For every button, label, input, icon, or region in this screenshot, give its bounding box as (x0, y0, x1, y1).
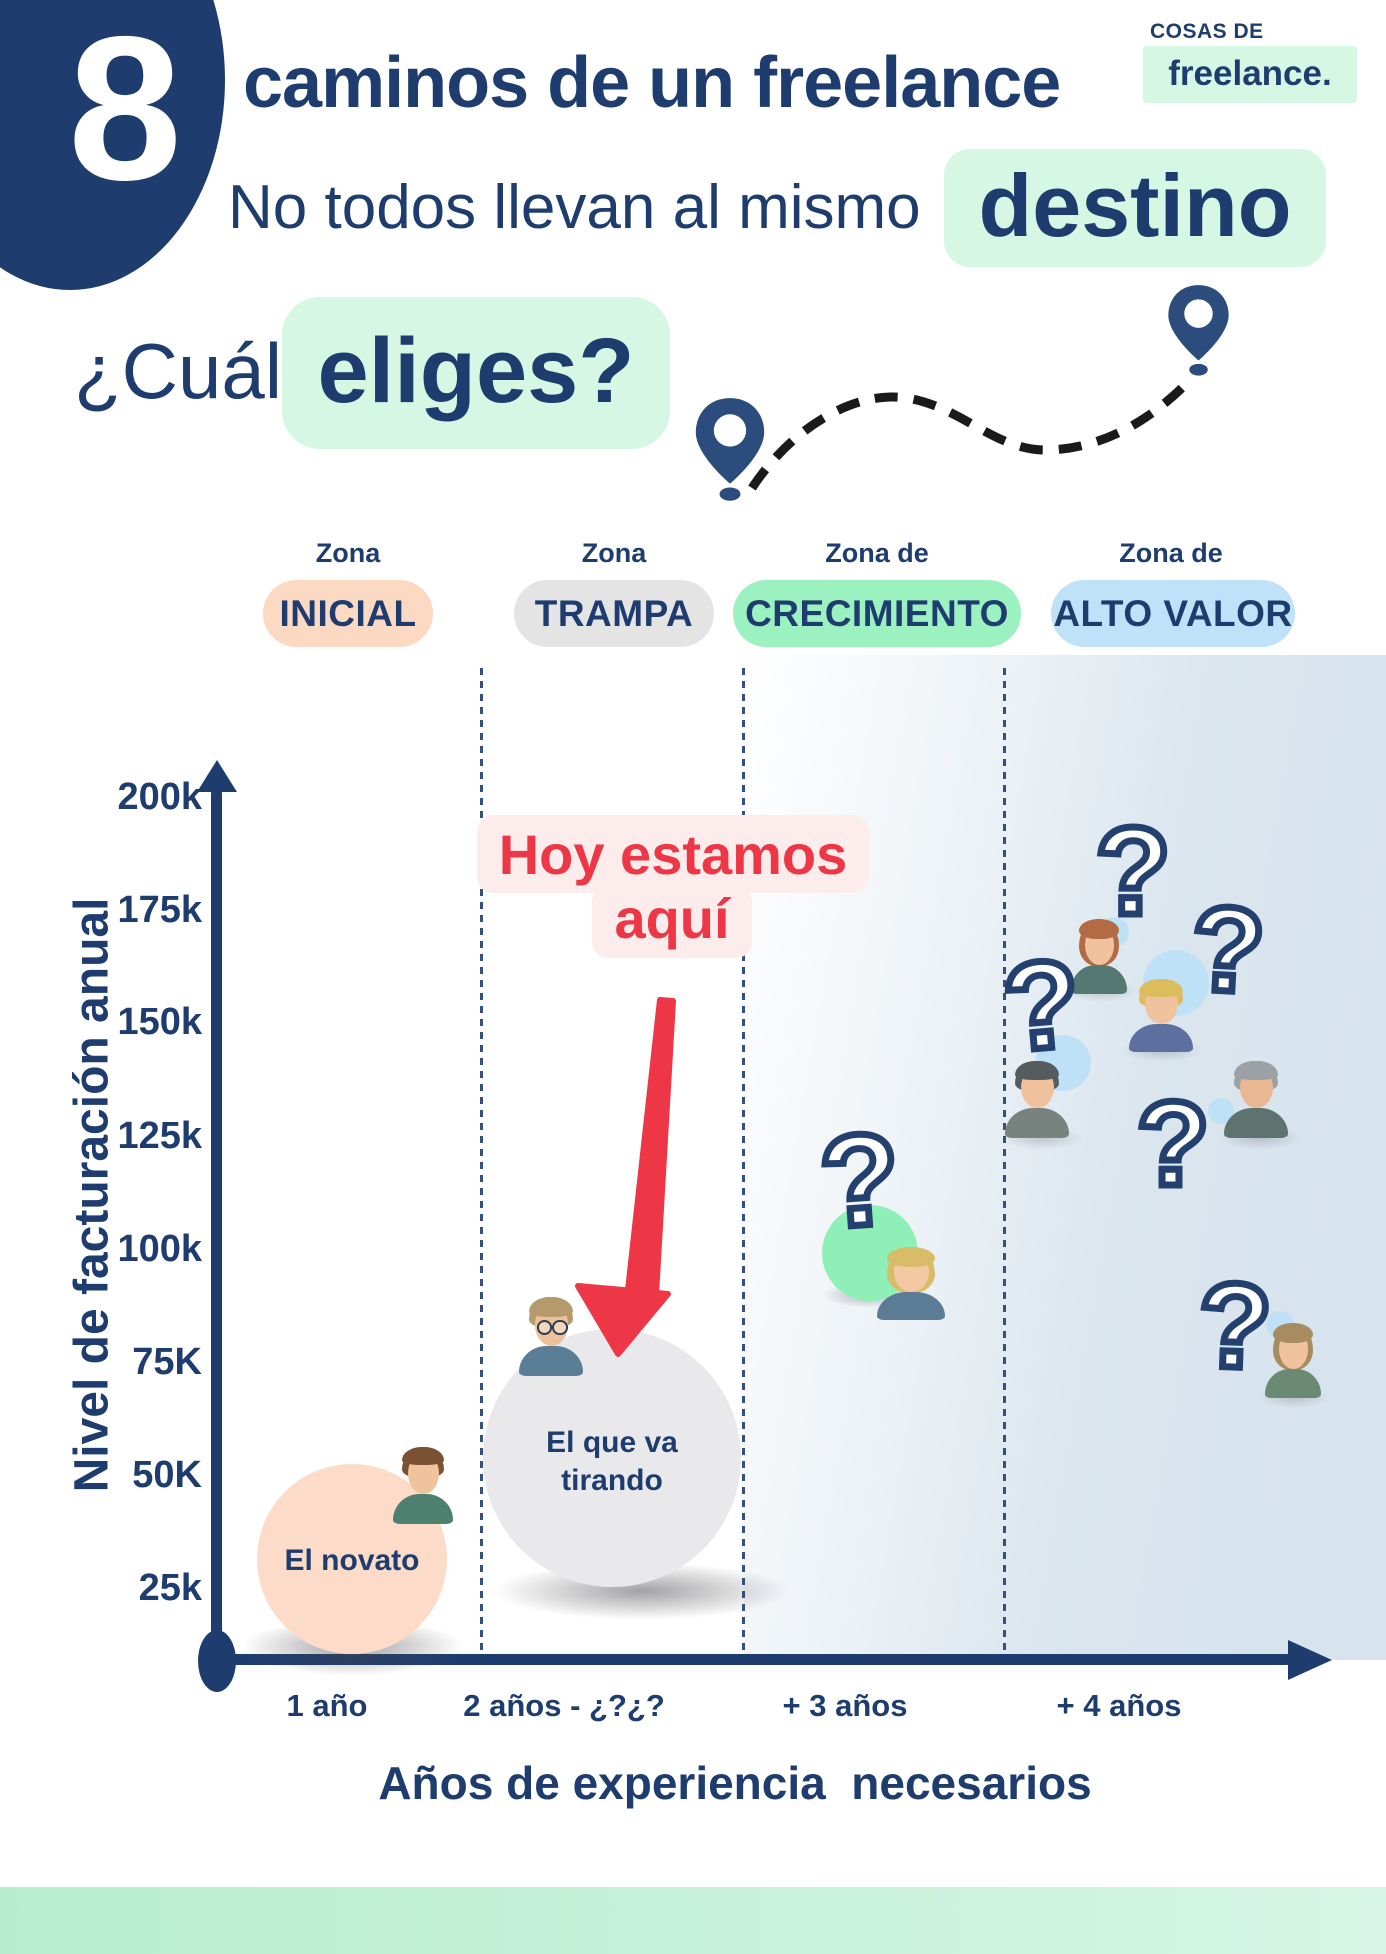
zone-pill-inicial: INICIAL (263, 580, 433, 647)
zone-prefix-altovalor: Zona de (1119, 538, 1223, 568)
annotation-arrow (575, 997, 676, 1357)
x-tick-3: + 3 años (782, 1688, 908, 1723)
bubble-label-tirando-line1: El que va (546, 1426, 678, 1459)
y-tick-75k: 75K (132, 1341, 202, 1383)
zone-prefix-crecimiento: Zona de (825, 538, 929, 568)
y-tick-200k: 200k (117, 776, 202, 818)
y-tick-25k: 25k (138, 1567, 202, 1609)
subtitle-highlight: destino (944, 149, 1326, 267)
avatar-novato (392, 1444, 454, 1524)
annotation-line2: aquí (592, 886, 752, 958)
question-mark-icon: ? (1092, 803, 1175, 941)
glasses-icon (537, 1320, 553, 1335)
avatar-altovalor-woman-redhair (1070, 916, 1128, 994)
avatar-altovalor-woman-green (1264, 1320, 1322, 1398)
zone-prefix-trampa: Zona (581, 538, 647, 568)
subtitle-text: No todos llevan al mismo (228, 173, 921, 242)
x-axis-title: Años de experiencia necesarios (378, 1757, 1092, 1809)
avatar-altovalor-man-older (1223, 1058, 1289, 1138)
axis-origin-dot (198, 1630, 236, 1692)
question-mark-icon: ? (812, 1101, 908, 1259)
y-tick-150k: 150k (117, 1001, 202, 1043)
x-axis-arrow-icon (1288, 1640, 1332, 1680)
start-pin-icon (695, 398, 765, 501)
zone-pill-altovalor: ALTO VALOR (1051, 580, 1295, 647)
bubble-label-novato: El novato (284, 1544, 420, 1577)
x-tick-2: 2 años - ¿?¿? (463, 1688, 665, 1723)
x-axis-line (207, 1654, 1292, 1665)
brand-tagline: COSAS DE (1150, 20, 1264, 43)
big-number: 8 (67, 0, 182, 223)
zone-prefix-inicial: Zona (315, 538, 381, 568)
y-tick-50k: 50K (132, 1454, 202, 1496)
avatar-crecimiento-woman (876, 1244, 946, 1320)
route-dashed-path (748, 380, 1190, 491)
x-tick-1: 1 año (286, 1688, 368, 1723)
page-title: caminos de un freelance (243, 43, 1061, 123)
zone-pill-crecimiento: CRECIMIENTO (733, 580, 1021, 647)
bottom-color-band (0, 1887, 1386, 1954)
y-axis-line (211, 788, 222, 1660)
y-tick-175k: 175k (117, 889, 202, 931)
zone-separator-1 (480, 668, 483, 1660)
y-tick-100k: 100k (117, 1228, 202, 1270)
y-tick-125k: 125k (117, 1115, 202, 1157)
question-mark-icon: ? (995, 930, 1089, 1081)
bubble-label-tirando-line2: tirando (561, 1464, 663, 1497)
avatar-altovalor-man-young (1004, 1058, 1070, 1138)
zone-separator-3 (1003, 668, 1006, 1660)
avatar-shoulders (392, 1494, 454, 1524)
y-axis-arrow-icon (197, 760, 237, 792)
zone-separator-2 (742, 668, 745, 1660)
x-tick-4: + 4 años (1056, 1688, 1182, 1723)
avatar-altovalor-man-blond (1128, 976, 1194, 1052)
glasses-icon (552, 1320, 568, 1335)
question-mark-icon: ? (1193, 1254, 1278, 1397)
zone-pill-trampa: TRAMPA (514, 580, 714, 647)
destination-pin-icon (1168, 285, 1229, 376)
avatar-tirando-glasses (518, 1294, 584, 1376)
y-axis-title: Nivel de facturación anual (65, 897, 119, 1493)
question-mark-icon: ? (1133, 1077, 1213, 1211)
brand-logo: freelance. (1143, 46, 1357, 103)
question-text: ¿Cuál (74, 327, 283, 415)
annotation-line1: Hoy estamos (477, 815, 869, 893)
question-mark-icon: ? (1184, 878, 1271, 1023)
question-highlight: eliges? (282, 297, 670, 449)
